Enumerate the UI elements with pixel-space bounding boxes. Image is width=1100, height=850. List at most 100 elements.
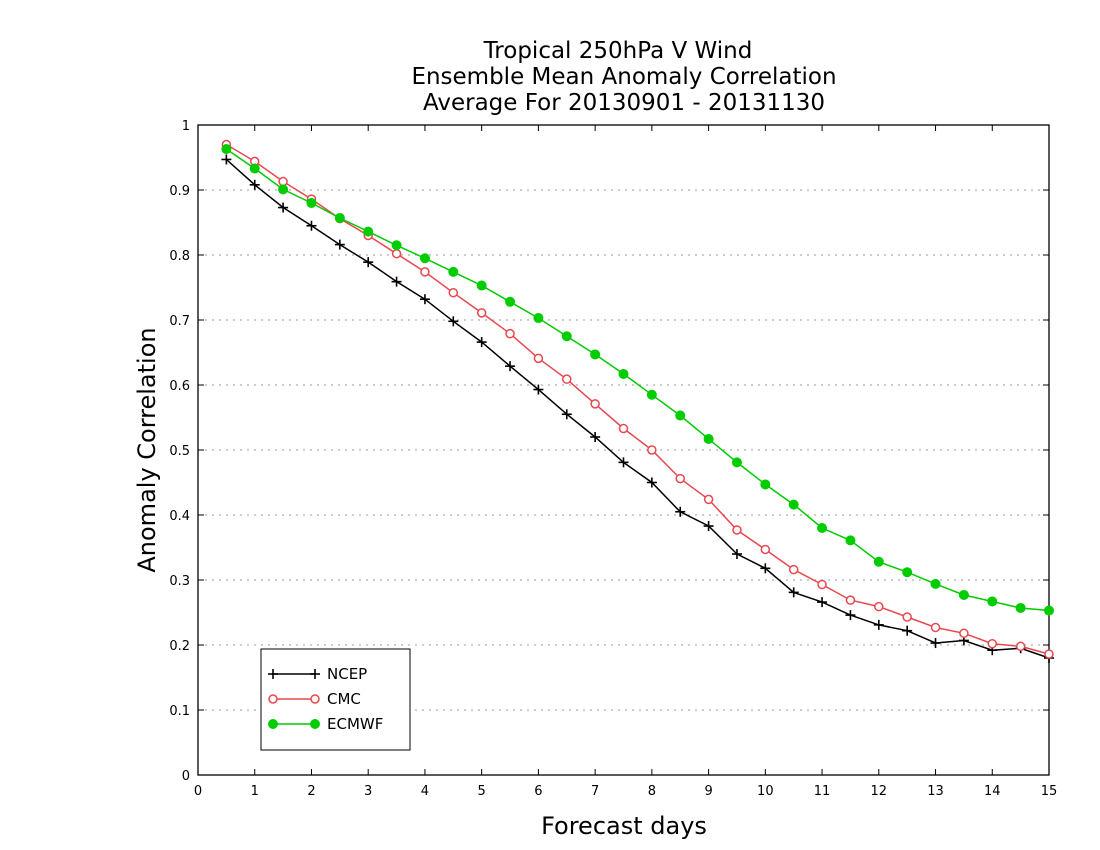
x-tick-label: 15	[1041, 784, 1058, 799]
chart-title: Tropical 250hPa V Wind Ensemble Mean Ano…	[411, 38, 836, 116]
data-point	[788, 564, 799, 575]
data-point	[874, 601, 884, 612]
data-point	[902, 567, 913, 578]
data-point	[618, 457, 629, 468]
y-tick-label: 0.3	[169, 574, 190, 589]
data-point	[760, 563, 771, 574]
y-tick-label: 0.1	[169, 704, 190, 719]
data-point	[817, 579, 827, 590]
data-point	[391, 276, 402, 287]
data-point	[760, 479, 771, 490]
y-tick-labels: 0 0.1 0.2 0.3 0.4 0.5 0.6 0.7 0.8 0.9 1	[169, 119, 190, 784]
data-point	[817, 597, 828, 608]
data-point	[675, 473, 685, 484]
series-layer	[221, 139, 1054, 663]
data-point	[419, 294, 430, 305]
x-tick-label: 13	[927, 784, 944, 799]
data-point	[817, 523, 828, 533]
data-point	[930, 638, 941, 649]
data-point	[505, 296, 516, 307]
legend-label: ECMWF	[327, 715, 383, 733]
data-point	[675, 410, 686, 421]
data-point	[902, 612, 912, 622]
data-point	[476, 308, 487, 318]
x-axis-title: Forecast days	[541, 812, 707, 840]
title-line-2: Ensemble Mean Anomaly Correlation	[411, 64, 836, 90]
data-point	[334, 212, 345, 223]
y-tick-label: 0.5	[169, 444, 190, 459]
y-tick-label: 0.6	[169, 379, 190, 394]
x-tick-label: 10	[757, 784, 774, 799]
legend-marker	[310, 669, 320, 679]
data-point	[306, 220, 317, 231]
data-point	[987, 596, 998, 607]
data-point	[419, 253, 430, 264]
data-point	[1044, 649, 1054, 659]
x-tick-label: 4	[421, 784, 429, 799]
data-point	[647, 445, 657, 455]
axis-ticks	[197, 124, 1050, 776]
x-tick-label: 2	[307, 784, 315, 799]
legend-marker	[310, 719, 320, 729]
y-tick-label: 0.4	[169, 509, 190, 524]
series-ncep	[221, 154, 1054, 663]
data-point	[845, 535, 856, 546]
data-point	[590, 432, 601, 442]
data-point	[1015, 641, 1026, 652]
data-point	[448, 266, 459, 277]
data-point	[505, 328, 515, 339]
data-point	[590, 399, 600, 409]
data-point	[278, 202, 289, 213]
x-tick-label: 7	[591, 784, 599, 799]
data-point	[505, 361, 516, 372]
data-point	[363, 226, 374, 237]
data-point	[533, 313, 544, 324]
y-tick-label: 0.8	[169, 249, 190, 264]
data-point	[249, 163, 260, 174]
x-tick-label: 8	[648, 784, 656, 799]
series-line-ecmwf	[225, 148, 1050, 612]
data-point	[703, 433, 714, 444]
data-point	[987, 638, 998, 649]
x-tick-label: 3	[364, 784, 372, 799]
legend-item-ncep: NCEP	[268, 665, 367, 683]
title-line-1: Tropical 250hPa V Wind	[483, 38, 753, 64]
legend-item-cmc: CMC	[268, 690, 361, 708]
data-point	[873, 556, 884, 567]
data-point	[1015, 602, 1026, 613]
legend-marker	[310, 694, 320, 704]
data-point	[845, 610, 856, 621]
data-point	[533, 384, 544, 395]
y-tick-label: 0.7	[169, 314, 190, 329]
x-tick-label: 11	[814, 784, 831, 799]
data-point	[618, 423, 629, 434]
x-tick-label: 0	[194, 784, 202, 799]
data-point	[249, 179, 260, 190]
series-line-cmc	[226, 143, 1050, 655]
data-point	[873, 619, 884, 630]
data-point	[590, 349, 601, 360]
data-point	[278, 184, 289, 195]
data-point	[221, 144, 232, 155]
grid-lines	[198, 189, 1049, 711]
data-point	[306, 198, 317, 208]
legend-marker	[268, 694, 278, 704]
data-point	[448, 287, 459, 298]
x-tick-label: 14	[984, 784, 1001, 799]
data-point	[221, 154, 232, 165]
x-tick-label: 6	[534, 784, 542, 799]
data-point	[959, 628, 969, 639]
y-tick-label: 0.9	[169, 184, 190, 199]
data-point	[448, 316, 459, 327]
data-point	[562, 374, 572, 384]
legend-item-ecmwf: ECMWF	[268, 715, 383, 733]
legend-marker	[268, 719, 278, 729]
data-point	[476, 337, 487, 348]
data-point	[731, 549, 742, 559]
data-point	[902, 625, 913, 636]
x-tick-label: 1	[251, 784, 259, 799]
series-line-ncep	[225, 158, 1050, 659]
data-point	[391, 240, 402, 251]
y-tick-label: 0.2	[169, 639, 190, 654]
